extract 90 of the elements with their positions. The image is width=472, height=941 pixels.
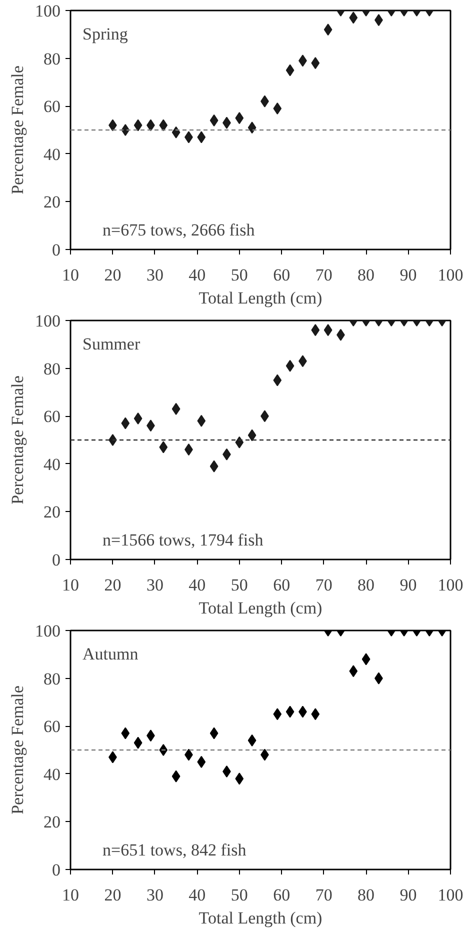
x-tick-label: 30 — [146, 266, 164, 284]
x-tick-label: 80 — [358, 886, 375, 904]
x-tick-label: 60 — [273, 576, 290, 594]
point — [134, 412, 142, 424]
y-tick-label: 0 — [52, 240, 60, 260]
y-tick-label: 60 — [44, 97, 60, 116]
point — [159, 441, 168, 454]
y-tick-label: 40 — [44, 144, 60, 164]
y-tick-label: 20 — [44, 192, 60, 212]
point — [172, 770, 180, 782]
y-tick-label: 100 — [35, 2, 60, 20]
x-axis-title: Total Length (cm) — [198, 288, 322, 308]
annotation: n=675 tows, 2666 fish — [102, 220, 256, 240]
y-tick-label: 80 — [44, 49, 60, 68]
x-tick-label: 30 — [146, 886, 164, 904]
point — [248, 429, 256, 442]
point — [172, 126, 180, 138]
x-axis-title: Total Length (cm) — [198, 908, 322, 928]
point — [172, 402, 180, 415]
x-tick-label: 20 — [104, 266, 122, 284]
point — [121, 727, 130, 740]
annotation: Summer — [82, 334, 140, 354]
x-tick-label: 10 — [62, 266, 79, 284]
y-tick-label: 20 — [44, 812, 60, 832]
point — [159, 119, 168, 132]
x-tick-label: 20 — [104, 576, 122, 594]
y-tick-label: 40 — [44, 764, 60, 784]
point — [235, 772, 244, 785]
point — [210, 114, 218, 126]
y-tick-label: 60 — [44, 407, 60, 426]
point — [273, 708, 282, 720]
y-axis-title: Percentage Female — [8, 376, 27, 504]
point — [311, 708, 320, 720]
x-tick-label: 80 — [358, 266, 375, 284]
point — [235, 436, 244, 448]
x-tick-label: 40 — [188, 576, 206, 594]
x-tick-label: 50 — [230, 266, 248, 284]
x-tick-label: 60 — [273, 266, 290, 284]
point — [210, 727, 218, 740]
point — [197, 756, 206, 768]
y-axis-title: Percentage Female — [8, 686, 27, 814]
point — [121, 417, 130, 430]
y-tick-label: 40 — [44, 454, 60, 474]
point — [134, 736, 142, 749]
point — [235, 112, 244, 124]
x-tick-label: 50 — [230, 886, 248, 904]
point — [286, 706, 294, 718]
x-axis-title: Total Length (cm) — [198, 598, 322, 618]
x-tick-label: 80 — [358, 576, 375, 594]
x-tick-label: 50 — [230, 576, 248, 594]
point — [273, 102, 282, 114]
y-tick-label: 80 — [44, 359, 60, 378]
x-tick-label: 20 — [104, 886, 122, 904]
point — [273, 374, 282, 386]
y-tick-label: 100 — [35, 622, 60, 640]
x-tick-label: 70 — [315, 266, 332, 284]
x-tick-label: 100 — [438, 576, 464, 594]
point — [197, 131, 206, 144]
x-tick-label: 10 — [62, 886, 79, 904]
annotation: n=651 tows, 842 fish — [102, 840, 247, 860]
point — [311, 57, 320, 70]
x-tick-label: 30 — [146, 576, 164, 594]
y-tick-label: 20 — [44, 502, 60, 522]
x-tick-label: 90 — [400, 886, 417, 904]
x-tick-label: 40 — [188, 886, 206, 904]
y-tick-label: 100 — [35, 312, 60, 330]
point — [159, 744, 168, 756]
point — [197, 414, 206, 427]
x-tick-label: 90 — [400, 576, 417, 594]
annotation: n=1566 tows, 1794 fish — [102, 530, 264, 550]
point — [248, 734, 256, 746]
y-tick-label: 0 — [52, 860, 60, 880]
x-tick-label: 10 — [62, 576, 79, 594]
x-tick-label: 70 — [315, 886, 332, 904]
point — [134, 119, 142, 132]
y-tick-label: 80 — [44, 669, 60, 688]
annotation: Autumn — [82, 644, 139, 664]
point — [210, 460, 218, 472]
y-tick-label: 60 — [44, 717, 60, 736]
y-axis-title: Percentage Female — [8, 66, 27, 194]
x-tick-label: 100 — [438, 886, 464, 904]
point — [248, 122, 256, 134]
annotation: Spring — [82, 24, 128, 44]
x-tick-label: 40 — [188, 266, 206, 284]
x-tick-label: 90 — [400, 266, 417, 284]
x-tick-label: 60 — [273, 886, 290, 904]
x-tick-label: 70 — [315, 576, 332, 594]
x-tick-label: 100 — [438, 266, 464, 284]
y-tick-label: 0 — [52, 550, 60, 570]
point — [286, 64, 294, 76]
